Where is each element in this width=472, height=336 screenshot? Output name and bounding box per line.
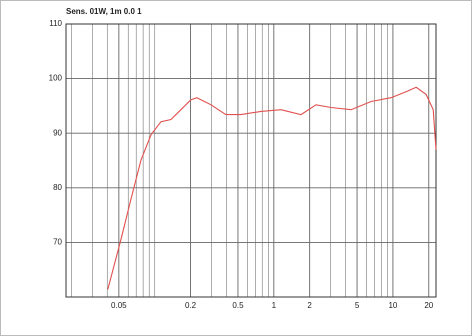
y-tick-label: 80 [53,183,62,192]
x-tick-label: 1 [272,301,277,310]
data-line [107,86,437,290]
x-tick-label: 5 [355,301,360,310]
x-tick-label: 0.2 [185,301,197,310]
y-tick-label: 100 [49,74,63,83]
x-tick-label: 0.5 [232,301,244,310]
x-tick-label: 10 [388,301,397,310]
chart-title: Sens. 01W, 1m 0.0 1 [66,7,142,16]
x-tick-label: 2 [307,301,312,310]
plot-frame [65,23,437,298]
y-tick-label: 70 [53,238,62,247]
x-tick-label: 20 [424,301,433,310]
y-tick-label: 90 [53,128,62,137]
y-tick-label: 110 [49,19,62,28]
x-tick-label: 0.05 [111,301,127,310]
